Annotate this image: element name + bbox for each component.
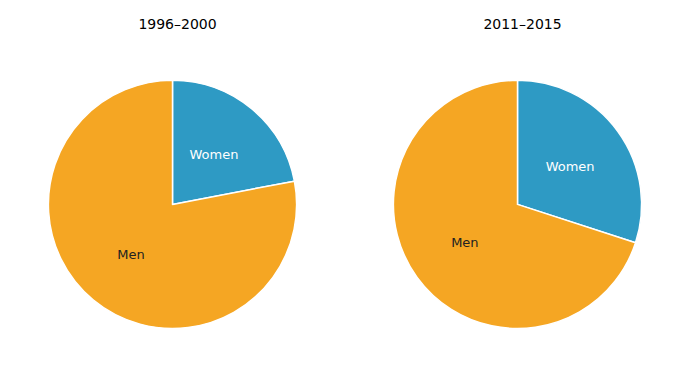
- svg-text:Men: Men: [451, 235, 478, 250]
- svg-text:Women: Women: [189, 147, 238, 162]
- svg-text:2011–2015: 2011–2015: [483, 16, 561, 32]
- svg-text:1996–2000: 1996–2000: [138, 16, 216, 32]
- svg-text:Men: Men: [117, 247, 144, 262]
- svg-text:Women: Women: [546, 159, 595, 174]
